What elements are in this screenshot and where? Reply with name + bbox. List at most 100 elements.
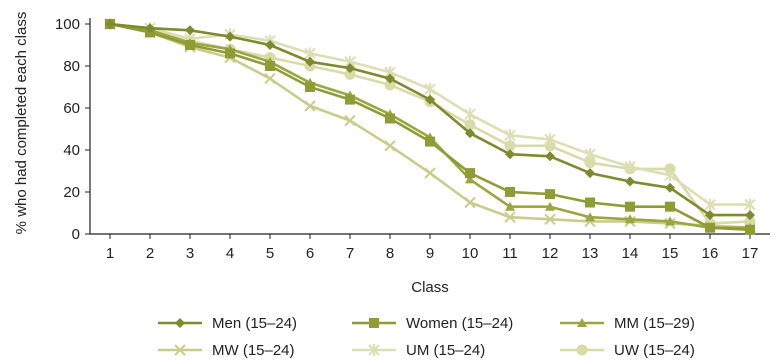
data-point (664, 169, 676, 182)
data-point (665, 201, 675, 212)
x-tick-label: 10 (462, 245, 479, 262)
data-point (464, 119, 476, 131)
x-tick-label: 8 (386, 245, 394, 262)
legend-item: MW (15–24) (158, 342, 295, 359)
data-point (384, 79, 396, 91)
data-point (665, 182, 675, 193)
data-point (265, 61, 275, 71)
data-point (305, 82, 315, 92)
legend-marker (577, 318, 587, 327)
legend-item: MM (15–29) (560, 315, 695, 332)
legend-marker (369, 318, 379, 328)
y-tick-label: 40 (63, 142, 80, 159)
data-point (465, 128, 475, 139)
data-point (385, 73, 395, 84)
series-0 (105, 19, 755, 221)
data-point (665, 216, 675, 226)
data-point (625, 214, 635, 224)
data-point (545, 189, 555, 200)
data-point (304, 100, 316, 112)
series-line (109, 22, 751, 225)
data-point (425, 94, 435, 105)
data-point (185, 25, 195, 36)
y-axis-title: % who had completed each class (13, 12, 30, 235)
data-point (504, 140, 516, 152)
legend-label: Men (15–24) (212, 315, 297, 332)
data-point (504, 211, 516, 223)
legend-item: Men (15–24) (158, 315, 297, 332)
x-tick-label: 15 (662, 245, 679, 262)
data-point (225, 48, 235, 59)
legend-item: UW (15–24) (560, 342, 695, 359)
data-point (505, 149, 515, 160)
data-point (185, 40, 195, 50)
data-point (544, 133, 556, 146)
series-line (109, 22, 751, 229)
data-point (345, 94, 355, 105)
data-point (425, 136, 435, 147)
data-point (345, 63, 355, 74)
data-point (584, 157, 596, 169)
legend-label: UM (15–24) (406, 342, 485, 359)
data-point (145, 23, 155, 34)
data-point (545, 201, 555, 211)
x-tick-label: 5 (266, 245, 274, 262)
data-point (424, 83, 436, 96)
y-tick-label: 60 (63, 100, 80, 117)
legend: Men (15–24) Women (15–24) MM (15–29) MW (15… (158, 315, 695, 359)
y-tick-label: 80 (63, 58, 80, 75)
x-tick-label: 9 (426, 245, 434, 262)
data-point (465, 174, 475, 184)
x-tick-label: 1 (106, 245, 114, 262)
data-point (265, 40, 275, 50)
data-point (384, 140, 396, 152)
data-point (625, 201, 635, 212)
x-tick-label: 7 (346, 245, 354, 262)
data-point (624, 160, 636, 173)
x-tick-label: 2 (146, 245, 154, 262)
data-point (584, 148, 596, 161)
data-point (504, 129, 516, 142)
x-tick-label: 13 (582, 245, 599, 262)
legend-label: Women (15–24) (406, 315, 513, 332)
y-tick-label: 0 (72, 226, 80, 243)
data-point (545, 151, 555, 162)
data-point (464, 108, 476, 121)
x-tick-label: 14 (622, 245, 639, 262)
series-line (109, 22, 750, 229)
data-point (264, 72, 276, 85)
x-tick-label: 17 (742, 245, 759, 262)
x-tick-label: 3 (186, 245, 194, 262)
data-point (225, 31, 235, 42)
legend-label: UW (15–24) (614, 342, 695, 359)
data-point (344, 114, 356, 127)
data-point (704, 198, 716, 211)
x-axis-title: Class (411, 279, 449, 296)
data-point (505, 187, 515, 197)
data-point (105, 19, 115, 29)
data-point (744, 198, 756, 211)
series-line (109, 22, 751, 232)
legend-marker (175, 318, 185, 328)
x-tick-label: 4 (226, 245, 234, 262)
data-point (344, 68, 356, 80)
data-point (744, 215, 756, 227)
y-tick-label: 100 (55, 16, 80, 33)
legend-item: Women (15–24) (352, 315, 513, 332)
data-point (585, 197, 595, 208)
data-point (464, 196, 476, 209)
legend-item: UM (15–24) (352, 342, 485, 359)
x-tick-label: 6 (306, 245, 314, 262)
legend-marker (368, 344, 380, 356)
legend-label: MM (15–29) (614, 315, 695, 332)
legend-marker (576, 344, 588, 356)
data-point (705, 222, 715, 233)
series-3 (104, 18, 756, 234)
data-point (505, 201, 515, 211)
x-tick-label: 12 (542, 245, 559, 262)
data-point (385, 113, 395, 124)
series-line (109, 22, 750, 217)
legend-label: MW (15–24) (212, 342, 295, 359)
